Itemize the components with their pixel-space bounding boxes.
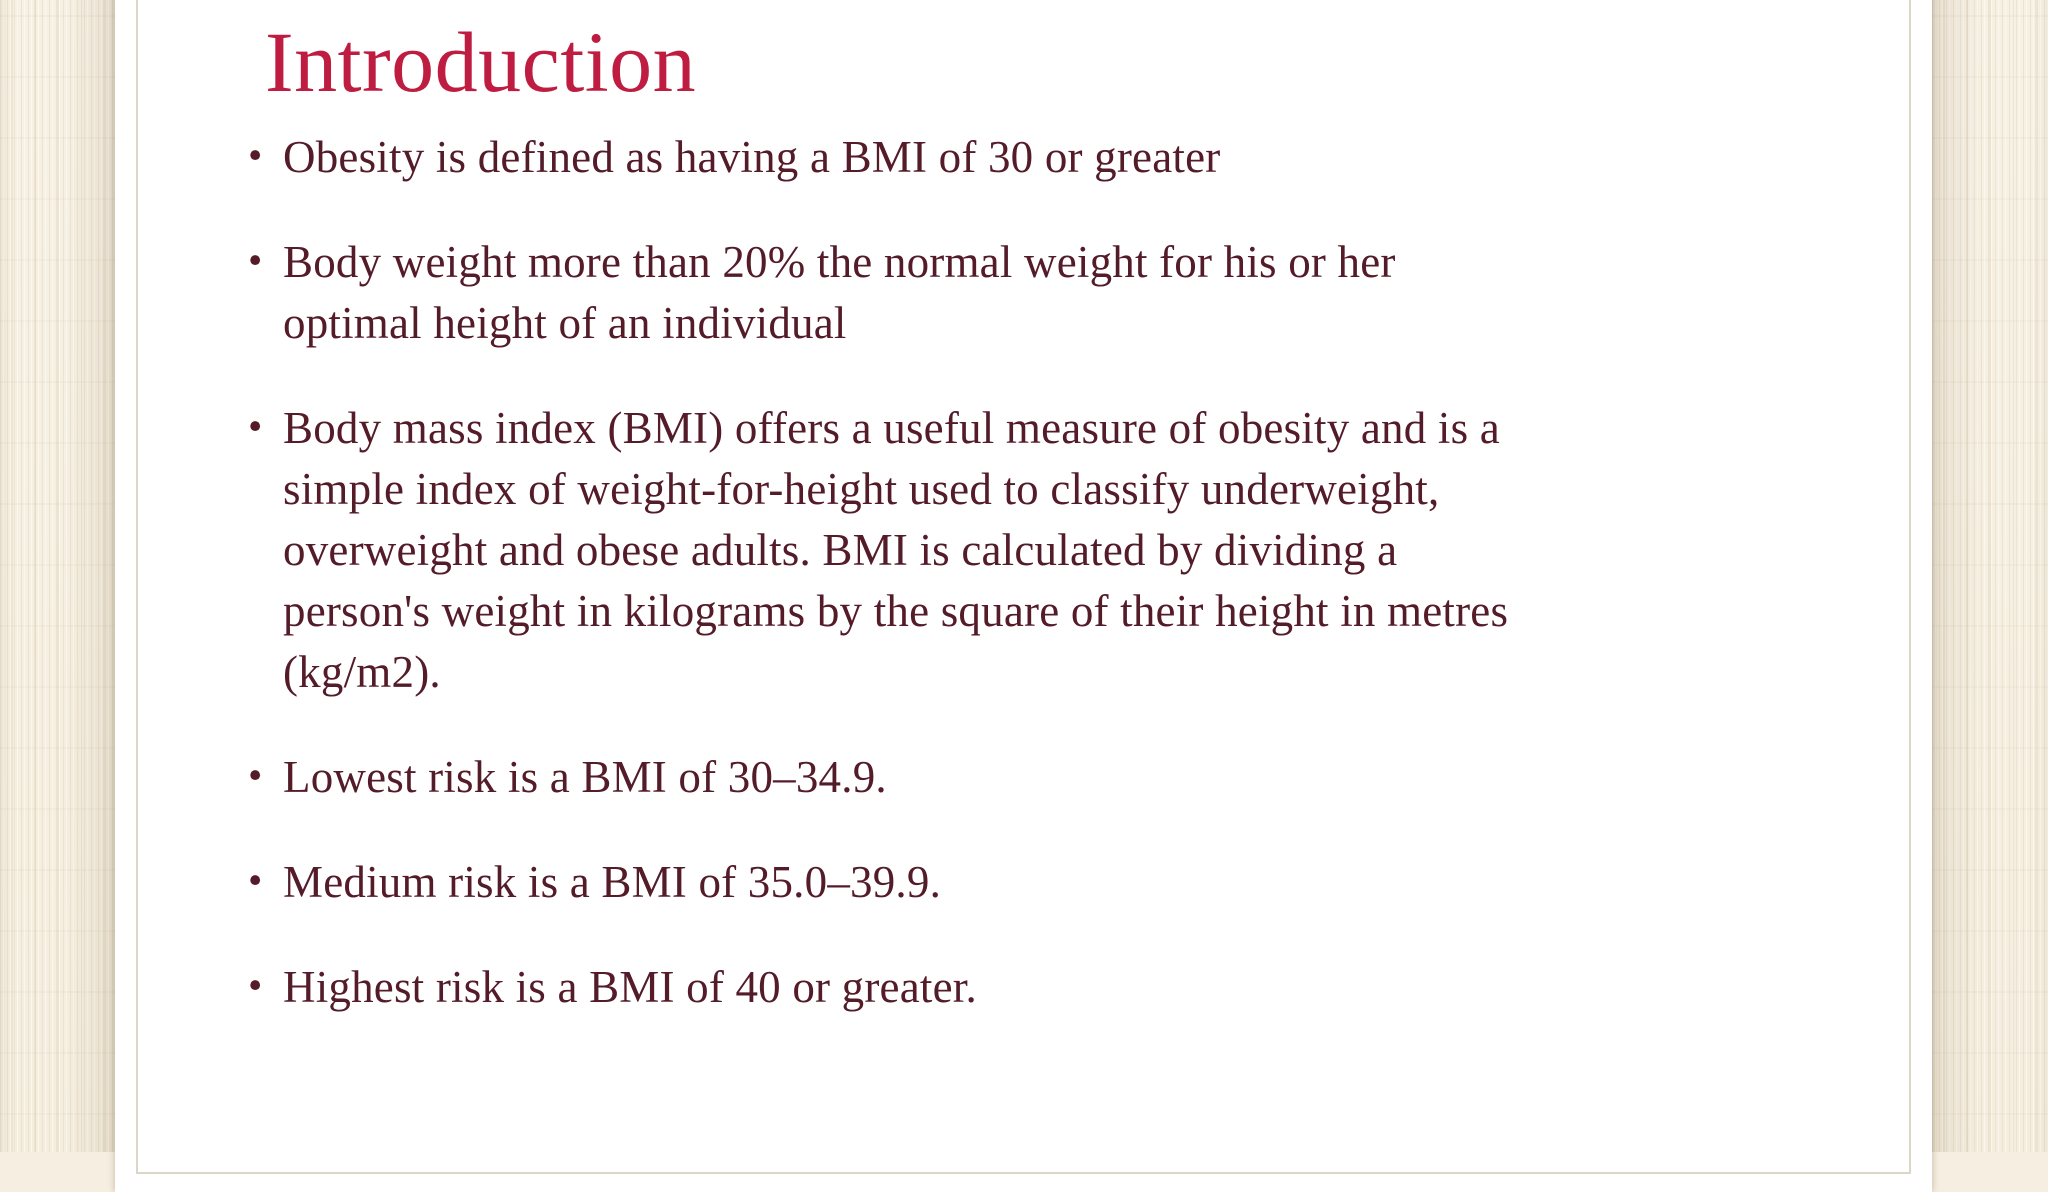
bullet-marker-icon: • — [248, 237, 263, 283]
bullet-text: Body weight more than 20% the normal wei… — [283, 237, 1396, 348]
background-shade-right — [1932, 0, 2048, 1152]
bullet-marker-icon: • — [248, 857, 263, 903]
bullet-item: • Highest risk is a BMI of 40 or greater… — [248, 957, 1828, 1018]
bullet-marker-icon: • — [248, 403, 263, 449]
bullet-text: Body mass index (BMI) offers a useful me… — [283, 403, 1509, 697]
slide-card: Introduction • Obesity is defined as hav… — [115, 0, 1932, 1192]
bullet-marker-icon: • — [248, 962, 263, 1008]
bullet-text: Obesity is defined as having a BMI of 30… — [283, 132, 1221, 182]
bullet-marker-icon: • — [248, 132, 263, 178]
bullet-item: • Body weight more than 20% the normal w… — [248, 232, 1828, 354]
bullet-list: • Obesity is defined as having a BMI of … — [248, 127, 1828, 1062]
slide-title: Introduction — [265, 14, 697, 110]
bullet-item: • Body mass index (BMI) offers a useful … — [248, 398, 1828, 703]
bullet-marker-icon: • — [248, 752, 263, 798]
bullet-text: Highest risk is a BMI of 40 or greater. — [283, 962, 977, 1012]
background-shade-left — [0, 0, 115, 1152]
bullet-text: Medium risk is a BMI of 35.0–39.9. — [283, 857, 942, 907]
bullet-text: Lowest risk is a BMI of 30–34.9. — [283, 752, 887, 802]
bullet-item: • Obesity is defined as having a BMI of … — [248, 127, 1828, 188]
bullet-item: • Lowest risk is a BMI of 30–34.9. — [248, 747, 1828, 808]
bullet-item: • Medium risk is a BMI of 35.0–39.9. — [248, 852, 1828, 913]
